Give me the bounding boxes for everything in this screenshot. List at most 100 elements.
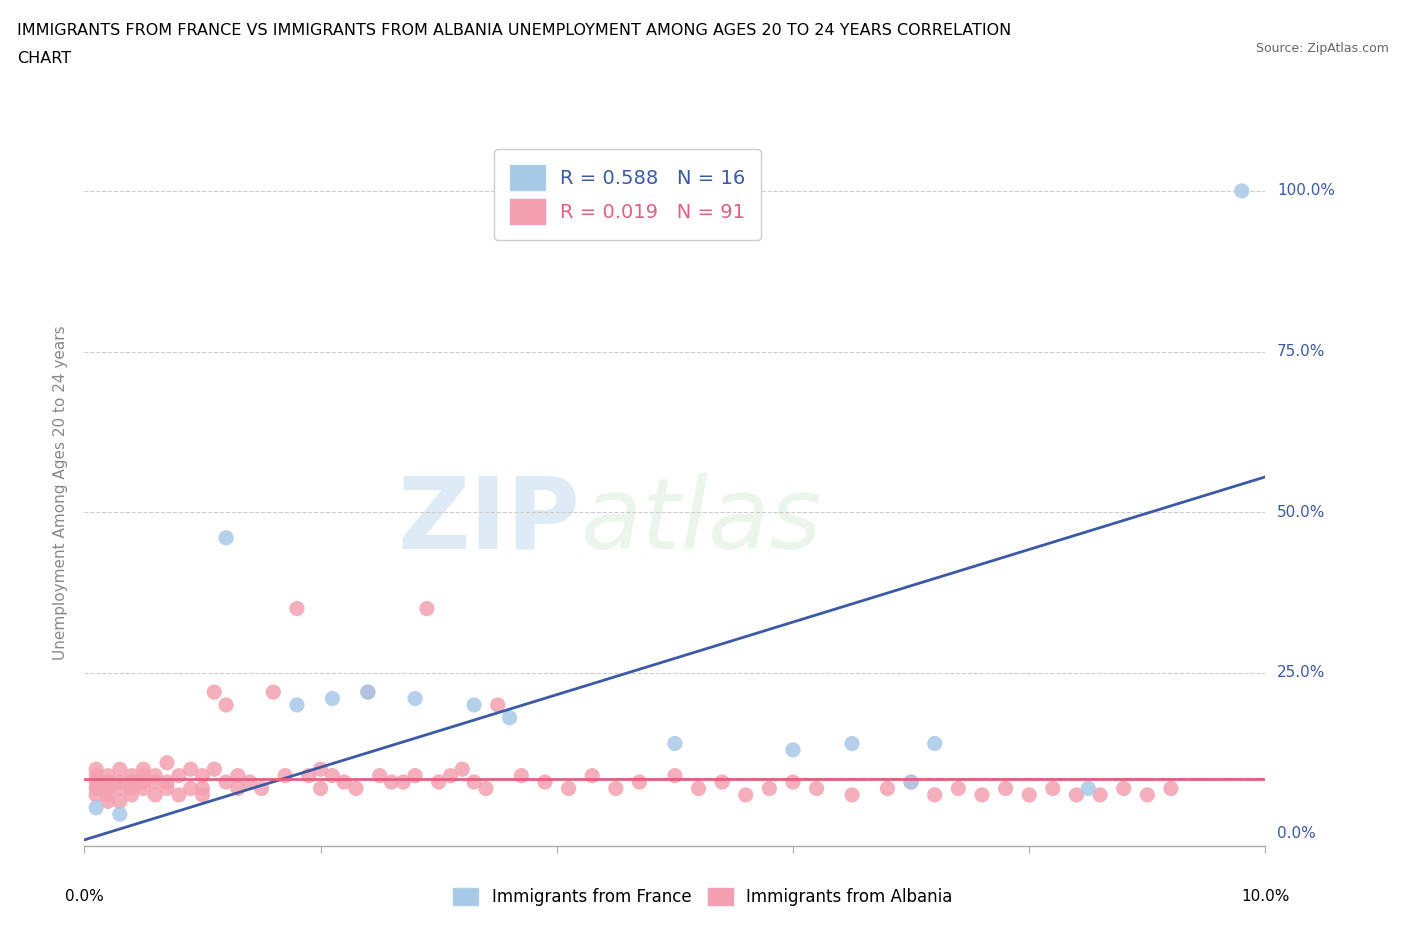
- Point: [180, 781, 202, 796]
- Point: [782, 775, 804, 790]
- Point: [167, 788, 190, 803]
- Point: [84, 801, 107, 816]
- Point: [143, 768, 166, 783]
- Legend: R = 0.588   N = 16, R = 0.019   N = 91: R = 0.588 N = 16, R = 0.019 N = 91: [494, 149, 761, 240]
- Text: 10.0%: 10.0%: [1241, 889, 1289, 904]
- Point: [132, 768, 155, 783]
- Point: [439, 768, 461, 783]
- Point: [782, 742, 804, 757]
- Point: [876, 781, 898, 796]
- Point: [191, 788, 214, 803]
- Point: [321, 768, 343, 783]
- Point: [239, 775, 262, 790]
- Point: [380, 775, 402, 790]
- Point: [498, 711, 520, 725]
- Point: [215, 530, 238, 545]
- Point: [132, 762, 155, 777]
- Point: [758, 781, 780, 796]
- Text: 50.0%: 50.0%: [1277, 505, 1326, 520]
- Point: [97, 781, 120, 796]
- Point: [404, 691, 426, 706]
- Point: [994, 781, 1017, 796]
- Point: [734, 788, 756, 803]
- Point: [84, 775, 107, 790]
- Point: [97, 788, 120, 803]
- Point: [900, 775, 922, 790]
- Point: [357, 684, 380, 699]
- Point: [711, 775, 734, 790]
- Point: [664, 768, 686, 783]
- Text: 100.0%: 100.0%: [1277, 183, 1336, 198]
- Legend: Immigrants from France, Immigrants from Albania: Immigrants from France, Immigrants from …: [447, 881, 959, 912]
- Point: [108, 806, 131, 821]
- Point: [924, 736, 946, 751]
- Point: [321, 691, 343, 706]
- Point: [948, 781, 970, 796]
- Point: [156, 781, 179, 796]
- Point: [557, 781, 579, 796]
- Point: [1042, 781, 1064, 796]
- Point: [156, 775, 179, 790]
- Point: [298, 768, 321, 783]
- Point: [202, 684, 225, 699]
- Text: 75.0%: 75.0%: [1277, 344, 1326, 359]
- Point: [688, 781, 710, 796]
- Text: Source: ZipAtlas.com: Source: ZipAtlas.com: [1256, 42, 1389, 55]
- Text: 0.0%: 0.0%: [65, 889, 104, 904]
- Text: 0.0%: 0.0%: [1277, 826, 1316, 841]
- Point: [605, 781, 627, 796]
- Point: [97, 768, 120, 783]
- Point: [226, 781, 249, 796]
- Point: [121, 781, 143, 796]
- Point: [404, 768, 426, 783]
- Text: IMMIGRANTS FROM FRANCE VS IMMIGRANTS FROM ALBANIA UNEMPLOYMENT AMONG AGES 20 TO : IMMIGRANTS FROM FRANCE VS IMMIGRANTS FRO…: [17, 23, 1011, 38]
- Point: [250, 781, 273, 796]
- Point: [486, 698, 509, 712]
- Point: [121, 788, 143, 803]
- Point: [309, 781, 332, 796]
- Point: [1066, 788, 1088, 803]
- Text: 25.0%: 25.0%: [1277, 665, 1326, 681]
- Point: [262, 684, 284, 699]
- Point: [167, 768, 190, 783]
- Point: [427, 775, 450, 790]
- Point: [143, 788, 166, 803]
- Point: [84, 781, 107, 796]
- Point: [806, 781, 828, 796]
- Point: [97, 775, 120, 790]
- Point: [900, 775, 922, 790]
- Point: [156, 755, 179, 770]
- Point: [180, 762, 202, 777]
- Point: [924, 788, 946, 803]
- Point: [581, 768, 603, 783]
- Y-axis label: Unemployment Among Ages 20 to 24 years: Unemployment Among Ages 20 to 24 years: [53, 326, 69, 660]
- Text: CHART: CHART: [17, 51, 70, 66]
- Point: [628, 775, 651, 790]
- Point: [664, 736, 686, 751]
- Point: [285, 698, 308, 712]
- Point: [392, 775, 415, 790]
- Point: [121, 775, 143, 790]
- Text: ZIP: ZIP: [398, 472, 581, 570]
- Point: [132, 775, 155, 790]
- Point: [1230, 183, 1253, 198]
- Point: [463, 775, 485, 790]
- Point: [357, 684, 380, 699]
- Point: [368, 768, 391, 783]
- Point: [1018, 788, 1040, 803]
- Point: [285, 601, 308, 616]
- Point: [84, 762, 107, 777]
- Point: [1088, 788, 1111, 803]
- Point: [215, 698, 238, 712]
- Point: [132, 781, 155, 796]
- Point: [416, 601, 439, 616]
- Point: [344, 781, 367, 796]
- Point: [215, 775, 238, 790]
- Point: [475, 781, 498, 796]
- Point: [534, 775, 557, 790]
- Point: [108, 775, 131, 790]
- Point: [121, 768, 143, 783]
- Point: [1077, 781, 1099, 796]
- Point: [143, 775, 166, 790]
- Point: [451, 762, 474, 777]
